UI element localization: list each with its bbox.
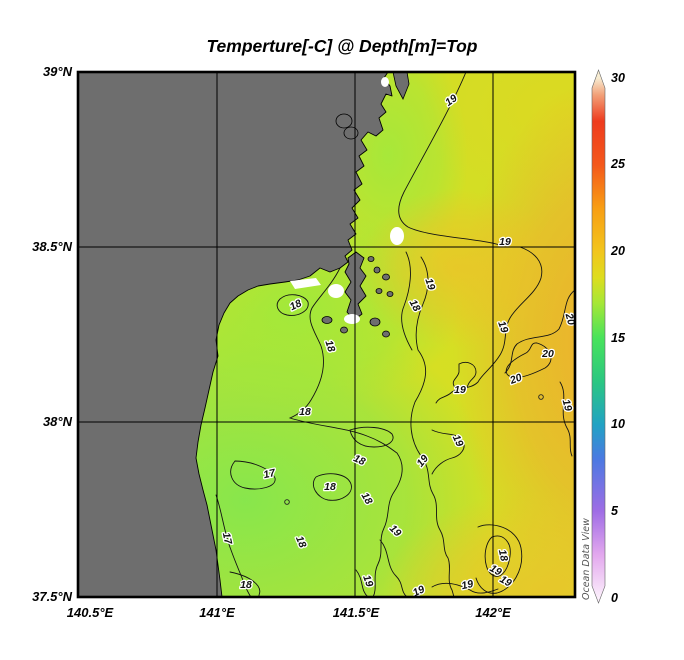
station-marker <box>284 499 290 505</box>
contour-label: 19 <box>499 236 511 248</box>
colorbar-tick-label: 15 <box>611 331 626 345</box>
contour-label: 18 <box>496 548 510 562</box>
graticule <box>78 72 575 597</box>
contour-label: 17 <box>220 531 234 546</box>
x-axis-label: 142°E <box>475 605 511 620</box>
colorbar-tick-label: 5 <box>611 504 619 518</box>
contour-label: 19 <box>422 277 437 292</box>
contour-label: 19 <box>360 573 375 588</box>
contour-label: 20 <box>541 348 554 360</box>
colorbar-tick-label: 25 <box>610 157 626 171</box>
colorbar: 30 25 20 15 10 5 0 <box>591 69 626 605</box>
x-axis-label: 140.5°E <box>67 605 114 620</box>
plot-title: Temperture[-C] @ Depth[m]=Top <box>207 36 478 56</box>
contour-label: 19 <box>460 578 474 592</box>
colorbar-tick-label: 30 <box>611 71 625 85</box>
contour-label: 17 <box>262 467 277 481</box>
contour-label: 19 <box>560 398 575 413</box>
contour-label: 20 <box>507 371 523 387</box>
contour-label: 18 <box>322 339 337 354</box>
y-axis-label: 39°N <box>43 64 73 79</box>
contour-label: 19 <box>495 319 510 334</box>
x-axis-label: 141°E <box>199 605 235 620</box>
contour-label: 18 <box>299 406 311 418</box>
y-axis-label: 38°N <box>43 414 73 429</box>
contour-label: 18 <box>240 579 252 591</box>
y-axis-label: 38.5°N <box>32 239 73 254</box>
map-area <box>78 72 575 597</box>
contour-label: 18 <box>324 481 336 493</box>
land-mainland <box>78 72 393 597</box>
station-marker <box>538 394 544 400</box>
odv-watermark: Ocean Data View <box>581 518 592 600</box>
colorbar-tick-label: 10 <box>611 417 625 431</box>
plot-border <box>76 70 577 599</box>
no-data-patches <box>290 77 404 324</box>
x-axis-label: 141.5°E <box>333 605 380 620</box>
y-axis-label: 37.5°N <box>32 589 73 604</box>
colorbar-gradient-bar <box>591 69 606 604</box>
contour-lines <box>215 72 575 597</box>
contour-label: 19 <box>454 384 466 396</box>
colorbar-tick-label: 0 <box>611 591 618 605</box>
colorbar-tick-label: 20 <box>610 244 625 258</box>
islands <box>321 72 410 338</box>
